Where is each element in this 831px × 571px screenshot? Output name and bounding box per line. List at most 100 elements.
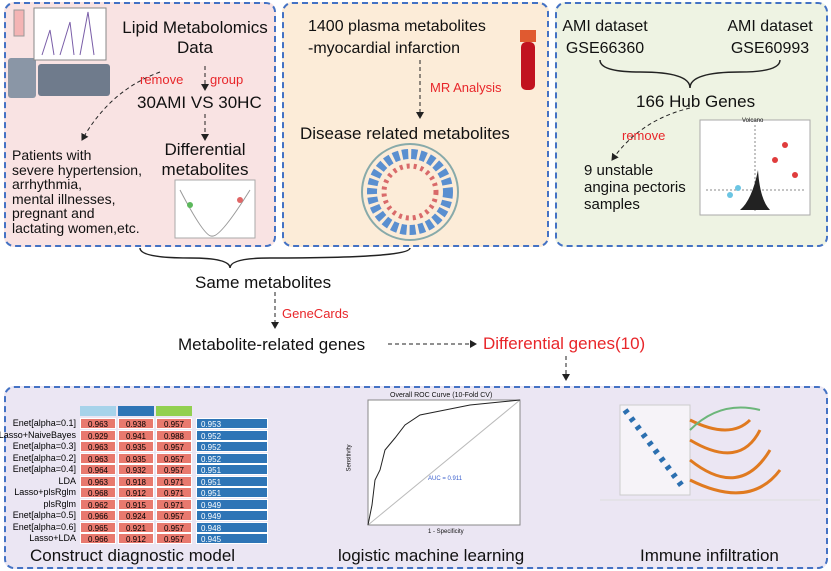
volcano-thumbnail [174, 179, 256, 239]
metric-cell: 0.941 [118, 429, 154, 441]
same-metabolites: Same metabolites [195, 273, 332, 292]
metric-cell: 0.924 [118, 510, 154, 521]
metric-cell: 0.963 [80, 475, 116, 487]
metric-cell: 0.968 [80, 487, 116, 498]
differential-genes: Differential genes(10) [483, 334, 646, 353]
caption: logistic machine learning [338, 546, 525, 565]
column-header [156, 406, 192, 416]
dataset-1: AMI dataset GSE66360 [560, 16, 650, 60]
model-name: Enet[alpha=0.2] [12, 452, 76, 463]
circos-plot [361, 143, 459, 241]
metric-cell: 0.963 [80, 441, 116, 452]
text-line: pregnant and [12, 205, 95, 221]
metric-cell: 0.966 [80, 533, 116, 544]
metric-cell: 0.963 [80, 452, 116, 464]
metric-cell: 0.965 [80, 521, 116, 533]
overall-cell: 0.949 [196, 510, 268, 521]
model-name: Enet[alpha=0.1] [12, 418, 76, 428]
metric-cell: 0.988 [156, 429, 192, 441]
overall-cell: 0.953 [196, 418, 268, 429]
roc-xlabel: 1 - Specificity [428, 529, 464, 535]
overall-cell: 0.951 [196, 464, 268, 475]
model-name: Lasso+LDA [29, 533, 76, 543]
metric-cell: 0.966 [80, 510, 116, 521]
text-line: angina pectoris [584, 179, 686, 196]
metric-cell: 0.963 [80, 418, 116, 429]
metric-cell: 0.971 [156, 487, 192, 498]
model-name: plsRglm [43, 498, 76, 509]
text-line: severe hypertension, [12, 161, 142, 178]
lipid-title: Lipid Metabolomics Data [115, 18, 275, 58]
text-line: Differential [164, 140, 246, 159]
text-line: AMI dataset [562, 18, 648, 35]
model-name: Enet[alpha=0.3] [12, 441, 76, 451]
metric-cell: 0.918 [118, 475, 154, 487]
text-line: samples [584, 196, 640, 213]
text-line: Lipid Metabolomics [122, 18, 268, 37]
model-name: Enet[alpha=0.6] [12, 521, 76, 532]
remove-label: remove [140, 72, 184, 87]
metric-cell: 0.929 [80, 429, 116, 441]
metric-cell: 0.962 [80, 498, 116, 510]
roc-plot [367, 399, 521, 526]
metric-cell: 0.971 [156, 475, 192, 487]
roc-auc: AUC = 0.911 [428, 476, 463, 482]
overall-cell: 0.948 [196, 521, 268, 533]
excluded-samples: 9 unstable angina pectoris samples [584, 162, 686, 213]
metric-cell: 0.921 [118, 521, 154, 533]
overall-cell: 0.952 [196, 429, 268, 441]
metric-cell: 0.957 [156, 510, 192, 521]
metric-cell: 0.935 [118, 441, 154, 452]
immune-heatmap [600, 404, 820, 501]
text-line: arrhythmia, [12, 176, 83, 192]
metric-cell: 0.912 [118, 487, 154, 498]
metric-cell: 0.957 [156, 533, 192, 544]
volcano-plot [699, 119, 811, 216]
overall-cell: 0.951 [196, 475, 268, 487]
remove-label: remove [622, 128, 666, 143]
roc-ylabel: Sensitivity [346, 444, 353, 472]
caption: Construct diagnostic model [30, 546, 236, 565]
overall-cell: 0.951 [196, 487, 268, 498]
comparison: 30AMI VS 30HC [137, 93, 262, 112]
excluded-patients: Patients with severe hypertension, arrhyth… [12, 148, 142, 235]
overall-cell: 0.952 [196, 452, 268, 464]
text-line: mental illnesses, [12, 190, 116, 207]
metric-cell: 0.957 [156, 521, 192, 533]
differential-metabolites: Differential metabolites [145, 140, 265, 180]
text-line: Patients with [12, 147, 92, 163]
instrument-icon [8, 7, 110, 98]
metric-cell: 0.964 [80, 464, 116, 475]
disease-metabolites: Disease related metabolites [300, 124, 510, 143]
dataset-2: AMI dataset GSE60993 [720, 16, 820, 60]
text-line: lactating women,etc. [12, 219, 140, 236]
metric-cell: 0.957 [156, 452, 192, 464]
caption: Immune infiltration [640, 546, 779, 565]
model-name: Lasso+plsRglm [14, 487, 76, 497]
metric-cell: 0.935 [118, 452, 154, 464]
metric-cell: 0.957 [156, 464, 192, 475]
metric-cell: 0.912 [118, 533, 154, 544]
roc-title: Overall ROC Curve (10-Fold CV) [390, 392, 493, 399]
text-line: GSE60993 [730, 40, 810, 57]
column-header [118, 406, 154, 416]
related-genes: Metabolite-related genes [178, 335, 366, 354]
volcano-title: Volcano [742, 118, 764, 124]
metric-cell: 0.915 [118, 498, 154, 510]
blood-tube [520, 30, 536, 90]
metric-cell: 0.932 [118, 464, 154, 475]
column-header [80, 406, 116, 416]
text-line: metabolites [161, 160, 249, 179]
overall-cell: 0.945 [196, 533, 268, 544]
text-line: AMI dataset [727, 18, 813, 35]
model-name: LDA [58, 475, 76, 486]
text-line: 1400 plasma metabolites [308, 18, 486, 35]
text-line: GSE66360 [565, 40, 645, 57]
hub-genes: 166 Hub Genes [636, 92, 756, 111]
model-name: Lasso+NaiveBayes [0, 429, 76, 440]
group-label: group [210, 72, 244, 87]
model-name: Enet[alpha=0.5] [12, 510, 76, 520]
text-line: 9 unstable [584, 162, 654, 179]
metric-cell: 0.957 [156, 418, 192, 429]
